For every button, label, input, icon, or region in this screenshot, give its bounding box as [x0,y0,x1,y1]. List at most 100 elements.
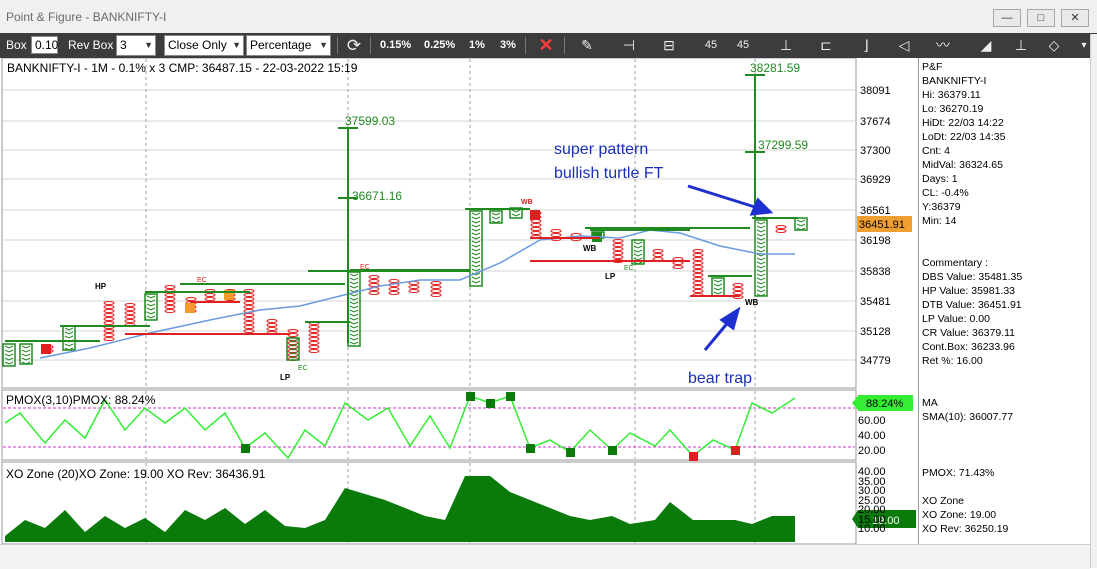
pf-x-column [754,219,768,297]
pf-x-mark [4,345,14,349]
price-axis: 38091 37674 37300 36929 36561 36198 35838 35481… [860,85,891,367]
pmox-marker [689,452,698,461]
pf-o-mark [266,323,278,327]
pf-x-mark [471,256,481,260]
pf-x-mark [633,241,643,245]
pf-o-mark [692,269,704,273]
bracket-right-icon[interactable]: ⌋ [863,37,869,53]
xozone-tick: 15.00 [858,514,886,526]
rotate-left-45-icon[interactable]: 45 [700,33,722,58]
pf-x-mark [471,236,481,240]
scale-select[interactable]: Percentage ▼ [246,35,331,56]
pf-o-mark [164,301,176,305]
pf-x-mark [288,339,298,343]
price-tick: 35128 [860,326,891,338]
pct-025-button[interactable]: 0.25% [424,39,456,51]
rotate-right-45-icon[interactable]: 45 [732,33,754,58]
pf-x-mark [796,227,806,231]
chevron-down-icon: ▼ [232,40,241,50]
chart-area[interactable]: 38091 37674 37300 36929 36561 36198 35838 35481… [0,57,918,545]
commentary-line: DBS Value: 35481.35 [922,271,1023,283]
pf-o-mark [692,281,704,285]
pf-o-mark [124,319,136,323]
pf-x-mark [471,240,481,244]
side-line: Min: 14 [922,215,957,227]
pf-x-mark [349,273,359,277]
pf-o-mark [652,249,664,253]
chevron-down-icon: ▼ [144,40,153,50]
pf-x-mark [633,249,643,253]
pf-o-mark [124,307,136,311]
indicator-icon[interactable]: 〰 [936,37,950,53]
pf-o-mark [308,341,320,345]
up-arrow-icon[interactable]: ⊥ [1014,37,1028,53]
pct-1-button[interactable]: 1% [469,39,485,51]
pf-o-mark [368,275,380,279]
pf-o-mark [308,345,320,349]
more-tools-icon[interactable]: ▾ [1081,40,1087,51]
close-window-button[interactable]: ✕ [1061,9,1089,27]
revbox-select[interactable]: 3 ▼ [116,35,156,56]
close-x-icon[interactable]: ✕ [538,35,554,55]
pf-o-mark [368,283,380,287]
vertical-tool-icon[interactable]: ⊥ [779,37,793,53]
pf-x-mark [756,229,766,233]
ec-label: EC [360,264,370,271]
pf-o-mark [530,223,542,227]
rotate-right-label: 45 [736,39,750,51]
refresh-icon[interactable]: ⟳ [346,36,362,55]
pin-icon[interactable]: ⊣ [622,37,636,53]
pf-x-mark [349,329,359,333]
diamond-icon[interactable]: ◇ [1048,37,1060,53]
maximize-button[interactable]: □ [1027,9,1055,27]
pf-x-mark [756,261,766,265]
megaphone-icon[interactable]: ◁ [898,37,910,53]
minimize-button[interactable]: — [993,9,1021,27]
pf-x-box [286,337,300,361]
pf-x-mark [21,353,31,357]
pf-o-mark [612,255,624,259]
pf-x-mark [713,283,723,287]
box-size-input[interactable]: 0.10 [31,36,58,54]
pct-3-button[interactable]: 3% [500,39,516,51]
commentary-line: LP Value: 0.00 [922,313,990,325]
pf-x-column [631,239,645,265]
pf-x-mark [146,311,156,315]
pct-015-button[interactable]: 0.15% [380,39,412,51]
pf-x-mark [756,273,766,277]
pf-o-mark [430,289,442,293]
xozone-panel: 19.00 40.0035.0030.0025.0020.0015.0010.0… [5,466,916,542]
xozone-tick: 10.00 [858,523,886,535]
pf-x-mark [756,233,766,237]
pf-x-mark [21,361,31,365]
pf-o-mark [692,285,704,289]
xozone-header: XO Zone (20)XO Zone: 19.00 XO Rev: 36436… [6,467,266,481]
mode-select[interactable]: Close Only ▼ [164,35,244,56]
pf-x-mark [349,317,359,321]
pf-o-mark [530,231,542,235]
pf-x-mark [756,245,766,249]
pf-o-mark [103,301,115,305]
current-price-badge [857,216,912,232]
pf-o-column [308,321,320,353]
price-tick: 36561 [860,205,891,217]
pf-x-mark [349,293,359,297]
side-line: Days: 1 [922,173,958,185]
pf-o-mark [103,329,115,333]
pf-x-mark [64,335,74,339]
flat-line-icon[interactable]: ⊟ [663,37,675,53]
current-price-label: 36451.91 [859,219,905,231]
pf-o-mark [530,227,542,231]
commentary-line: HP Value: 35981.33 [922,285,1016,297]
pmox-marker [486,399,495,408]
bracket-left-icon[interactable]: ⊏ [820,37,832,53]
pmox-tick: 40.00 [858,430,886,442]
pf-x-column [469,210,483,287]
price-tick: 35481 [860,296,891,308]
side-line: P&F [922,61,943,73]
chart-header: BANKNIFTY-I - 1M - 0.1% x 3 CMP: 36487.1… [7,61,358,75]
xo-side-line: XO Rev: 36250.19 [922,523,1009,535]
triangle-icon[interactable]: ◢ [980,37,992,53]
edit-icon[interactable]: ✎ [581,37,593,53]
vertical-scrollbar[interactable] [1090,34,1097,568]
